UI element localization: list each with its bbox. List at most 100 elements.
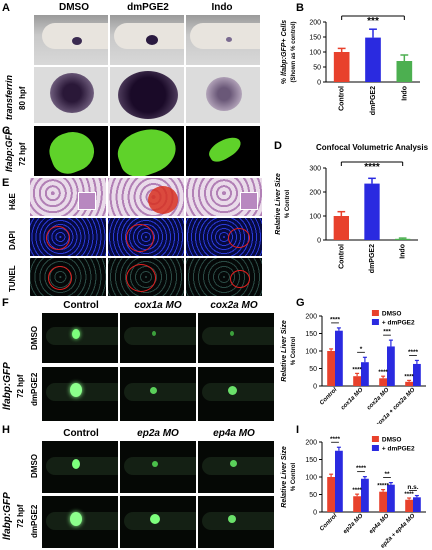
ish-embryo-indo: [186, 15, 260, 65]
chart-b-ylabel: % lfabp:GFP+ Cells: [281, 20, 288, 84]
chart-i-legend-swatch: [371, 436, 379, 442]
h-embryo-dmso-ep2a: [120, 441, 196, 493]
chart-i-ytick-label: 50: [309, 492, 317, 499]
chart-g-legend-swatch: [371, 310, 379, 316]
stage-72hpf-label-c: 72 hpf: [18, 142, 27, 166]
h-col-control: Control: [63, 428, 99, 439]
dapi-dmpge2: [108, 218, 184, 256]
transferrin-label: transferrin: [4, 74, 14, 120]
chart-g-bar: [405, 381, 413, 386]
chart-b-ytick-label: 100: [309, 50, 321, 57]
f-embryo-dmpge2-control: [42, 367, 118, 421]
chart-i-legend-label: + dmPGE2: [382, 446, 415, 453]
dapi-dmso: [30, 218, 106, 256]
chart-i-ytick-label: 200: [305, 440, 317, 447]
chart-d-ytick-label: 100: [309, 214, 321, 221]
chart-g-sig: ***: [383, 329, 391, 336]
lfabp-gfp-label-c: lfabp:GFP: [4, 129, 14, 172]
chart-d-ylabel2: % Control: [285, 190, 291, 219]
col-head-indo: Indo: [211, 2, 233, 13]
chart-g-ylabel: Relative Liver Size: [281, 320, 288, 382]
chart-i-sig: n.s.: [407, 484, 418, 491]
chart-i-ytick-label: 0: [313, 510, 317, 517]
h-col-ep2a: ep2a MO: [137, 428, 179, 439]
chart-i-xtick-label: Control: [319, 513, 339, 533]
chart-i-bar: [387, 484, 395, 512]
chart-g-bar: [361, 362, 369, 386]
chart-i-sig: ****: [330, 436, 341, 443]
chart-i-sig-lower: *****: [377, 484, 389, 490]
chart-d-ylabel: Relative Liver Size: [275, 173, 282, 235]
chart-d-bar: [364, 183, 380, 240]
chart-b-ytick-label: 200: [309, 20, 321, 27]
chart-b-bar: [396, 61, 413, 82]
f-row-dmpge2: dmPGE2: [30, 372, 39, 406]
he-dmso: [30, 178, 106, 216]
h-embryo-dmso-control: [42, 441, 118, 493]
chart-d-title: Confocal Volumetric Analysis: [316, 143, 429, 152]
chart-i-ytick-label: 100: [305, 475, 317, 482]
chart-i-bar: [353, 496, 361, 512]
f-embryo-dmso-control: [42, 313, 118, 363]
chart-d-ytick-label: 0: [317, 238, 321, 245]
chart-g-xtick-label: cox2a MO: [366, 387, 391, 412]
chart-g-sig-lower: ****: [404, 374, 414, 380]
chart-b-bar: [333, 52, 350, 82]
stage-80hpf-label: 80 hpf: [18, 86, 27, 110]
ish-zoom-indo: [186, 67, 260, 123]
h-row-dmso: DMSO: [30, 454, 39, 478]
chart-g: Relative Liver Size% Control 0 50 100 150 200…: [281, 310, 426, 424]
chart-i-bar: [327, 477, 335, 512]
chart-d: Confocal Volumetric Analysis Relative Liv…: [275, 143, 429, 273]
chart-d-ytick-label: 300: [309, 166, 321, 173]
chart-i-sig: ****: [356, 465, 367, 472]
h-embryo-dmpge2-ep4a: [198, 496, 274, 548]
chart-i-sig: **: [384, 471, 390, 478]
h-side-stage: 72 hpf: [16, 504, 25, 528]
f-embryo-dmpge2-cox2a: [198, 367, 274, 421]
panel-label-h: H: [2, 424, 10, 436]
chart-g-bar: [327, 351, 335, 386]
dapi-label: DAPI: [8, 230, 17, 250]
panel-label-d: D: [274, 140, 282, 152]
chart-g-ytick-label: 0: [313, 384, 317, 391]
chart-g-legend-label: + dmPGE2: [382, 320, 415, 327]
chart-i-sig-lower: ****: [352, 488, 362, 494]
tunel-dmso: [30, 258, 106, 296]
chart-g-ytick-label: 100: [305, 349, 317, 356]
chart-b-ytick-label: 0: [317, 80, 321, 87]
h-col-ep4a: ep4a MO: [213, 428, 255, 439]
col-head-dmpge2: dmPGE2: [127, 2, 169, 13]
liver-gfp-indo: [186, 126, 260, 176]
chart-g-xtick-label: Control: [319, 387, 339, 407]
chart-d-ytick-label: 200: [309, 190, 321, 197]
chart-g-bar: [335, 330, 343, 386]
f-col-control: Control: [63, 300, 99, 311]
chart-b-xtick-label: Indo: [401, 86, 408, 101]
chart-g-ytick-label: 200: [305, 314, 317, 321]
h-embryo-dmso-ep4a: [198, 441, 274, 493]
tunel-label: TUNEL: [8, 265, 17, 292]
chart-i-ylabel2: % Control: [291, 463, 297, 492]
chart-g-sig-lower: ****: [352, 367, 362, 373]
chart-g-sig: ****: [330, 316, 341, 323]
chart-b: % lfabp:GFP+ Cells (Shown as % control) 0 5…: [281, 15, 420, 115]
liver-gfp-dmpge2: [110, 126, 184, 176]
f-embryo-dmso-cox1a: [120, 313, 196, 363]
chart-b-xtick-label: Control: [339, 86, 346, 111]
chart-g-sig: *: [360, 346, 363, 353]
ish-embryo-dmpge2: [110, 15, 184, 65]
chart-b-sig: ***: [367, 16, 379, 27]
chart-b-ylabel2: (Shown as % control): [291, 21, 297, 82]
chart-d-bar: [333, 216, 349, 240]
panel-label-g: G: [296, 297, 305, 309]
chart-i-legend-label: DMSO: [382, 437, 402, 444]
chart-i-bar: [361, 478, 369, 512]
panel-label-c: C: [2, 125, 10, 137]
chart-i-ytick-label: 150: [305, 457, 317, 464]
tunel-dmpge2: [108, 258, 184, 296]
chart-i-bar: [335, 450, 343, 512]
chart-d-xtick-label: Indo: [400, 244, 407, 259]
chart-i-legend-swatch: [371, 445, 379, 451]
chart-d-sig: ****: [364, 162, 380, 173]
